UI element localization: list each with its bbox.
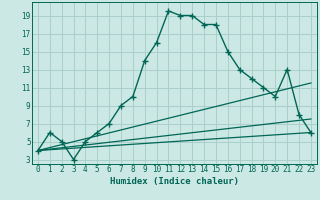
X-axis label: Humidex (Indice chaleur): Humidex (Indice chaleur) <box>110 177 239 186</box>
